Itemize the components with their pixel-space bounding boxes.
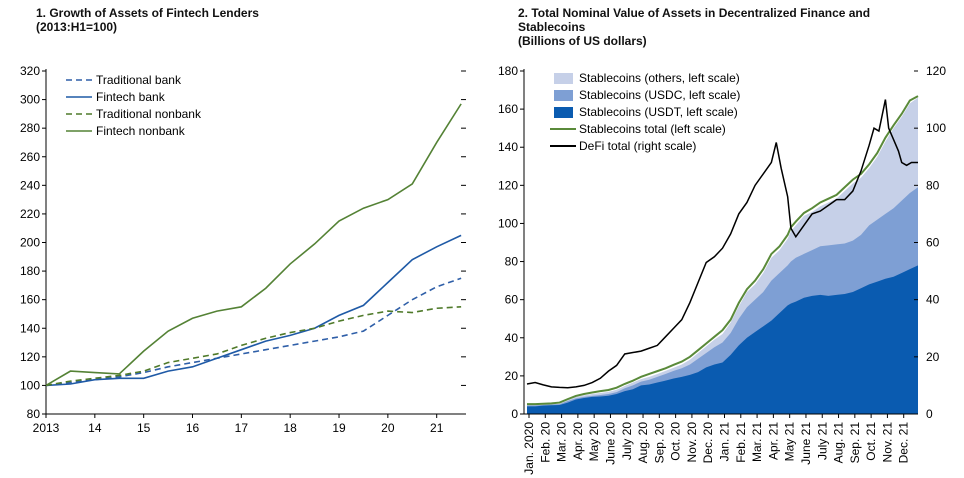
left-y-tick-label: 320 — [20, 64, 40, 78]
right-x-tick-label: Feb. 21 — [734, 422, 748, 463]
right-y-tick-label-left: 80 — [505, 255, 519, 269]
right-y-tick-label-left: 40 — [505, 331, 519, 345]
left-x-tick-label: 21 — [430, 421, 444, 435]
right-y-tick-label-right: 100 — [926, 121, 946, 135]
right-x-tick-label: Jan. 21 — [718, 422, 732, 462]
left-series-line — [45, 277, 462, 387]
left-chart: 80 100 120 140 160 180 200 220 240 260 280 300 320 20… — [20, 64, 466, 435]
right-title-line3: (Billions of US dollars) — [518, 34, 647, 48]
left-y-tick-label: 80 — [27, 407, 41, 421]
right-x-tick-label: Jan. 2020 — [522, 422, 536, 475]
right-chart: 0 20 40 60 80 100 120 140 160 180 0 20 40 60 80 100 120 J… — [498, 64, 946, 475]
left-legend-label: Fintech bank — [96, 90, 166, 104]
left-y-tick-label: 140 — [20, 321, 40, 335]
right-legend-label: DeFi total (right scale) — [579, 139, 696, 153]
right-x-tick-label: Aug. 21 — [832, 422, 846, 464]
left-title-line2: (2013:H1=100) — [36, 20, 118, 34]
right-x-tick-label: Mar. 21 — [750, 422, 764, 462]
right-x-tick-label: May 20 — [587, 422, 601, 462]
left-title-line1: 1. Growth of Assets of Fintech Lenders — [36, 6, 259, 20]
left-y-tick-label: 260 — [20, 150, 40, 164]
right-legend-swatch — [554, 73, 573, 84]
right-x-tick-label: Dec. 20 — [701, 422, 715, 464]
right-title-line1: 2. Total Nominal Value of Assets in Dece… — [518, 6, 871, 20]
right-y-tick-label-right: 0 — [926, 407, 933, 421]
right-y-tick-label-left: 160 — [498, 102, 518, 116]
right-x-tick-label: May 21 — [783, 422, 797, 462]
right-y-tick-label-left: 60 — [505, 293, 519, 307]
right-x-tick-label: Aug. 20 — [636, 422, 650, 464]
left-series-line — [45, 234, 462, 387]
left-y-tick-label: 120 — [20, 350, 40, 364]
right-y-tick-label-left: 120 — [498, 178, 518, 192]
right-y-tick-label-right: 60 — [926, 236, 940, 250]
right-x-tick-label: July 21 — [815, 422, 829, 460]
right-y-tick-label-left: 140 — [498, 140, 518, 154]
left-x-tick-label: 20 — [381, 421, 395, 435]
left-legend-label: Traditional bank — [96, 73, 182, 87]
right-title-line2: Stablecoins — [518, 20, 586, 34]
right-x-tick-label: June 20 — [603, 422, 617, 465]
right-y-tick-label-right: 80 — [926, 178, 940, 192]
right-legend-swatch — [554, 107, 573, 118]
left-x-tick-label: 16 — [186, 421, 200, 435]
right-x-tick-label: June 21 — [799, 422, 813, 465]
left-series-line — [45, 103, 462, 387]
left-x-tick-label: 2013 — [33, 421, 60, 435]
right-area-usdt — [527, 265, 918, 414]
left-x-tick-label: 17 — [235, 421, 249, 435]
left-y-tick-label: 280 — [20, 121, 40, 135]
right-x-tick-label: Apr. 21 — [766, 422, 780, 460]
left-panel-title: 1. Growth of Assets of Fintech Lenders (… — [36, 6, 456, 34]
left-x-tick-label: 19 — [332, 421, 346, 435]
right-legend-label: Stablecoins total (left scale) — [579, 122, 726, 136]
left-y-tick-label: 100 — [20, 378, 40, 392]
right-y-tick-label-left: 100 — [498, 216, 518, 230]
left-legend-label: Traditional nonbank — [96, 107, 202, 121]
right-legend-label: Stablecoins (others, left scale) — [579, 71, 740, 85]
left-x-tick-label: 15 — [137, 421, 151, 435]
right-y-tick-label-right: 40 — [926, 293, 940, 307]
right-stablecoins-total-line — [527, 95, 919, 406]
left-y-tick-label: 160 — [20, 293, 40, 307]
right-x-tick-label: Nov. 21 — [880, 422, 894, 463]
right-y-tick-label-left: 0 — [511, 407, 518, 421]
right-x-tick-label: Oct. 20 — [669, 422, 683, 461]
right-x-tick-label: Oct. 21 — [864, 422, 878, 461]
left-y-tick-label: 240 — [20, 178, 40, 192]
right-y-tick-label-left: 180 — [498, 64, 518, 78]
right-y-tick-label-left: 20 — [505, 369, 519, 383]
right-x-tick-label: Apr. 20 — [571, 422, 585, 460]
right-defi-line — [526, 99, 918, 389]
left-y-tick-label: 180 — [20, 264, 40, 278]
left-series-line — [45, 306, 462, 387]
right-legend-label: Stablecoins (USDT, left scale) — [579, 105, 738, 119]
right-x-tick-label: July 20 — [620, 422, 634, 460]
right-legend-swatch — [554, 90, 573, 101]
left-y-tick-label: 200 — [20, 236, 40, 250]
right-x-tick-label: Nov. 20 — [685, 422, 699, 463]
left-x-tick-label: 18 — [284, 421, 298, 435]
right-x-tick-label: Mar. 20 — [555, 422, 569, 462]
right-x-tick-label: Dec. 21 — [897, 422, 911, 464]
left-legend-label: Fintech nonbank — [96, 124, 186, 138]
right-x-tick-label: Sep. 20 — [652, 422, 666, 464]
right-x-tick-label: Sep. 21 — [848, 422, 862, 464]
right-y-tick-label-right: 120 — [926, 64, 946, 78]
right-y-tick-label-right: 20 — [926, 350, 940, 364]
left-y-tick-label: 220 — [20, 207, 40, 221]
right-panel-title: 2. Total Nominal Value of Assets in Dece… — [518, 6, 938, 48]
left-x-tick-label: 14 — [88, 421, 102, 435]
right-x-tick-label: Feb. 20 — [538, 422, 552, 463]
right-legend-label: Stablecoins (USDC, left scale) — [579, 88, 740, 102]
left-y-tick-label: 300 — [20, 93, 40, 107]
